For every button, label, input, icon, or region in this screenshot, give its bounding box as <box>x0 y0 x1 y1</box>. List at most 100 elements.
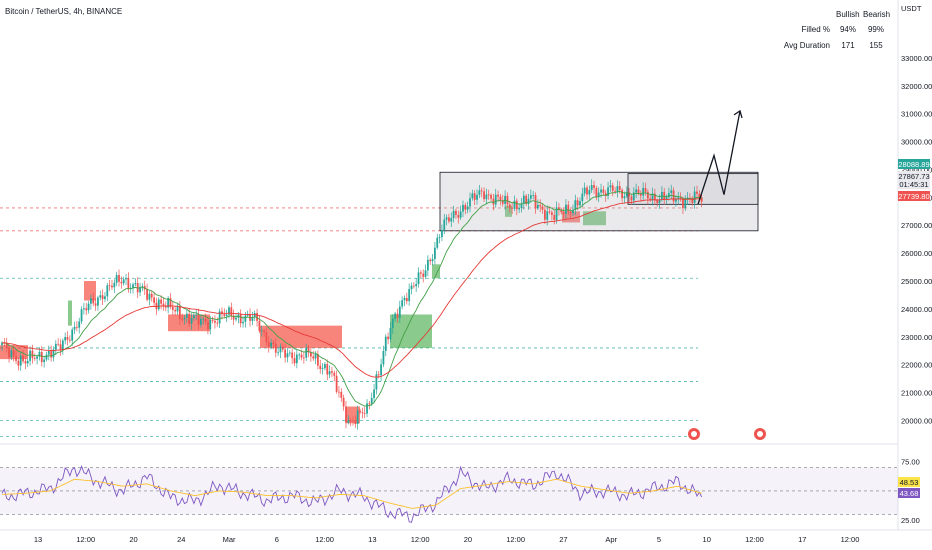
candle-body <box>307 347 310 353</box>
candle-body <box>38 352 41 357</box>
candle-body <box>572 209 574 214</box>
candle-body <box>597 192 600 198</box>
candle-body <box>157 299 160 310</box>
candle-body <box>45 354 48 360</box>
candle-body <box>401 300 404 307</box>
candle-body <box>75 326 78 328</box>
y-tick-label: 22000.00 <box>901 361 932 370</box>
candle-body <box>78 321 81 328</box>
current-price-badge-label: 27867.73 <box>898 172 929 181</box>
candle-body <box>441 229 443 238</box>
projection-arrow[interactable] <box>697 109 743 205</box>
candle-body <box>26 360 29 364</box>
candle-body <box>328 371 331 375</box>
candle-body <box>192 315 195 319</box>
candle-body <box>511 207 514 209</box>
time-axis[interactable]: 13 12:00 20 24 Mar 6 12:00 13 12:00 20 12:00 27 Apr 5… <box>34 535 860 544</box>
candle-body <box>438 237 441 238</box>
stats-col-bullish: Bullish <box>836 10 860 19</box>
candle-body <box>424 270 427 277</box>
candle-body <box>551 212 553 215</box>
candle-body <box>314 354 317 359</box>
stats-row-bearish: 99% <box>868 25 884 34</box>
candle-body <box>380 364 382 376</box>
candle-body <box>525 195 528 204</box>
candle-body <box>92 298 95 304</box>
y-tick-label: 33000.00 <box>901 54 932 63</box>
candle-body <box>412 285 415 287</box>
candle-body <box>422 273 425 277</box>
stats-col-bearish: Bearish <box>863 10 890 19</box>
candle-body <box>176 306 179 312</box>
bull-fvg-zone <box>432 264 440 279</box>
candle-body <box>340 391 343 398</box>
flag-icon <box>757 431 763 437</box>
candle-body <box>15 355 17 361</box>
candle-body <box>338 391 340 393</box>
x-tick-label: 5 <box>657 535 661 544</box>
candle-body <box>396 313 399 318</box>
event-flag[interactable] <box>754 428 766 440</box>
candle-body <box>387 336 389 340</box>
candle-body <box>691 198 694 203</box>
x-tick-label: 12:00 <box>745 535 764 544</box>
candle-body <box>426 259 429 271</box>
candle-body <box>270 342 272 347</box>
candle-body <box>642 187 645 196</box>
bear-fvg-zone <box>84 281 96 301</box>
candle-body <box>487 194 490 196</box>
candle-body <box>244 315 247 322</box>
candle-body <box>277 352 280 354</box>
candle-body <box>272 342 275 344</box>
candle-body <box>520 203 523 209</box>
candle-body <box>281 346 284 350</box>
candle-body <box>324 364 326 369</box>
candle-body <box>22 355 24 362</box>
symbol-legend[interactable]: Bitcoin / TetherUS, 4h, BINANCE <box>5 7 122 16</box>
candle-body <box>97 297 99 306</box>
candle-body <box>171 307 174 310</box>
candle-body <box>141 285 144 287</box>
candle-body <box>684 199 687 209</box>
stats-table: Bullish Bearish Filled % 94% 99% Avg Dur… <box>784 10 890 50</box>
candle-body <box>54 343 57 350</box>
candle-body <box>162 303 165 307</box>
candle-body <box>366 403 368 414</box>
rsi-ma-badge-label: 48.53 <box>900 478 919 487</box>
candle-body <box>614 190 616 192</box>
candle-body <box>415 283 418 287</box>
candle-body <box>153 297 155 303</box>
rsi-line <box>1 465 703 523</box>
x-tick-label: 20 <box>129 535 137 544</box>
rsi-pane[interactable] <box>0 444 898 530</box>
candle-body <box>195 314 198 316</box>
candle-body <box>389 328 392 340</box>
candle-body <box>579 201 581 206</box>
candle-body <box>377 374 380 376</box>
candle-body <box>576 200 579 206</box>
candle-body <box>218 311 221 324</box>
candle-body <box>31 350 34 359</box>
event-flag[interactable] <box>688 428 700 440</box>
price-axis[interactable]: 20000.00 21000.00 22000.00 23000.00 24000.00… <box>901 54 932 525</box>
candle-body <box>150 293 153 298</box>
candle-body <box>602 189 605 193</box>
y-tick-label: 27000.00 <box>901 221 932 230</box>
candle-body <box>352 420 354 422</box>
candle-body <box>630 196 633 201</box>
candle-body <box>604 192 607 196</box>
rsi-tick-label: 75.00 <box>901 458 920 467</box>
x-tick-label: 12:00 <box>841 535 860 544</box>
candle-body <box>653 193 656 201</box>
x-tick-label: 12:00 <box>76 535 95 544</box>
candle-body <box>104 296 106 300</box>
candle-body <box>267 342 270 347</box>
candle-body <box>363 412 366 414</box>
candle-body <box>513 200 516 209</box>
candle-body <box>108 285 111 287</box>
candle-body <box>312 356 315 359</box>
candle-body <box>127 278 130 290</box>
moving-averages <box>1 191 702 407</box>
candle-body <box>345 406 347 423</box>
